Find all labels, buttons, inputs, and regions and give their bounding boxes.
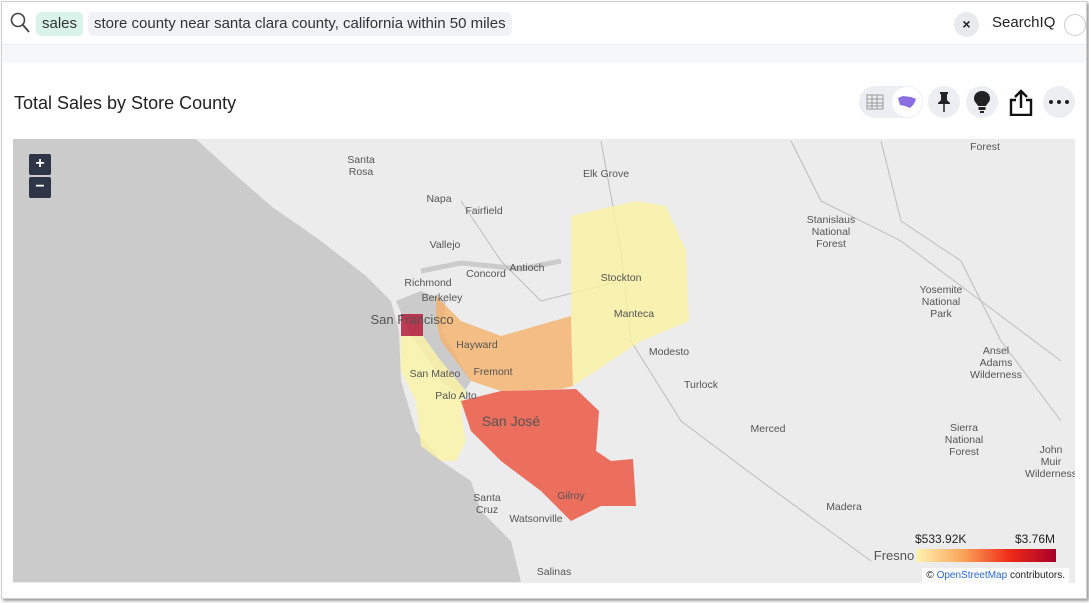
legend-gradient [916,549,1056,562]
zoom-in-button[interactable]: + [29,154,51,175]
region-san-francisco[interactable] [401,314,423,336]
map-label: Hayward [456,339,498,351]
map-label: Fairfield [465,205,503,217]
table-icon[interactable] [866,94,884,110]
map-label: Santa Rosa [347,154,375,178]
search-token-query[interactable]: store county near santa clara county, ca… [88,12,512,36]
map-label: Manteca [614,308,654,320]
region-san-mateo[interactable] [401,336,466,461]
map-label: Antioch [509,262,544,274]
map-label: Fremont [473,366,512,378]
map-label: Vallejo [430,239,461,251]
attribution-suffix: contributors. [1009,570,1065,581]
map-label: Richmond [404,277,451,289]
map-canvas[interactable]: Santa Rosa Napa Fairfield Elk Grove Vallejo Co… [13,139,1075,583]
more-button[interactable] [1043,86,1075,118]
legend-min: $533.92K [915,532,967,546]
map-label: San Francisco [370,312,453,327]
map-label: Watsonville [509,513,562,525]
region-san-joaquin[interactable] [571,201,689,386]
map-label: Santa Cruz [473,492,501,516]
searchiq-label: SearchIQ [992,14,1056,31]
map-label: Turlock [684,379,719,391]
clear-search-button[interactable]: × [954,12,979,37]
ocean [13,139,521,582]
search-bar[interactable]: sales store county near santa clara coun… [2,2,1086,45]
map-label: Modesto [649,346,689,358]
legend-max: $3.76M [1015,532,1056,546]
map-label: Concord [466,268,506,280]
insights-button[interactable] [966,86,998,118]
search-token-sales[interactable]: sales [36,12,84,36]
map-label: Berkeley [422,292,464,304]
map-label: Forest [970,141,1000,153]
share-button[interactable] [1004,86,1038,118]
map-view[interactable]: Santa Rosa Napa Fairfield Elk Grove Vallejo Co… [13,139,1075,583]
region-santa-clara[interactable] [461,389,636,521]
map-label: Salinas [537,566,571,578]
copyright: © [926,570,934,581]
map-label: Ansel Adams Wilderness [970,345,1022,381]
view-toggle[interactable] [859,86,923,118]
map-label: John Muir Wilderness [1025,444,1075,480]
search-icon [10,12,30,33]
map-label: San José [482,413,541,429]
map-label: Madera [826,501,862,513]
chart-title: Total Sales by Store County [14,93,237,113]
map-attribution: © OpenStreetMap contributors. [922,568,1069,583]
openstreetmap-link[interactable]: OpenStreetMap [936,570,1008,581]
pin-icon [938,92,950,112]
map-label: San Mateo [410,368,461,380]
divider [2,45,1086,63]
lightbulb-icon [974,91,990,113]
map-label: Palo Alto [435,390,477,402]
searchiq-toggle[interactable] [1064,14,1086,36]
region-alameda[interactable] [436,296,573,391]
map-label: Fresno [874,548,914,563]
map-label: Sierra National Forest [945,422,984,458]
map-label: Gilroy [557,490,585,502]
more-icon [1049,100,1069,104]
map-label: Yosemite National Park [920,284,963,320]
map-label: Merced [750,423,785,435]
map-icon[interactable] [897,95,917,109]
map-label: Stanislaus National Forest [807,214,855,250]
zoom-out-button[interactable]: − [29,177,51,198]
map-label: Napa [426,193,451,205]
map-label: Stockton [601,272,642,284]
pin-button[interactable] [928,86,960,118]
share-icon [1009,89,1033,116]
map-label: Elk Grove [583,168,629,180]
